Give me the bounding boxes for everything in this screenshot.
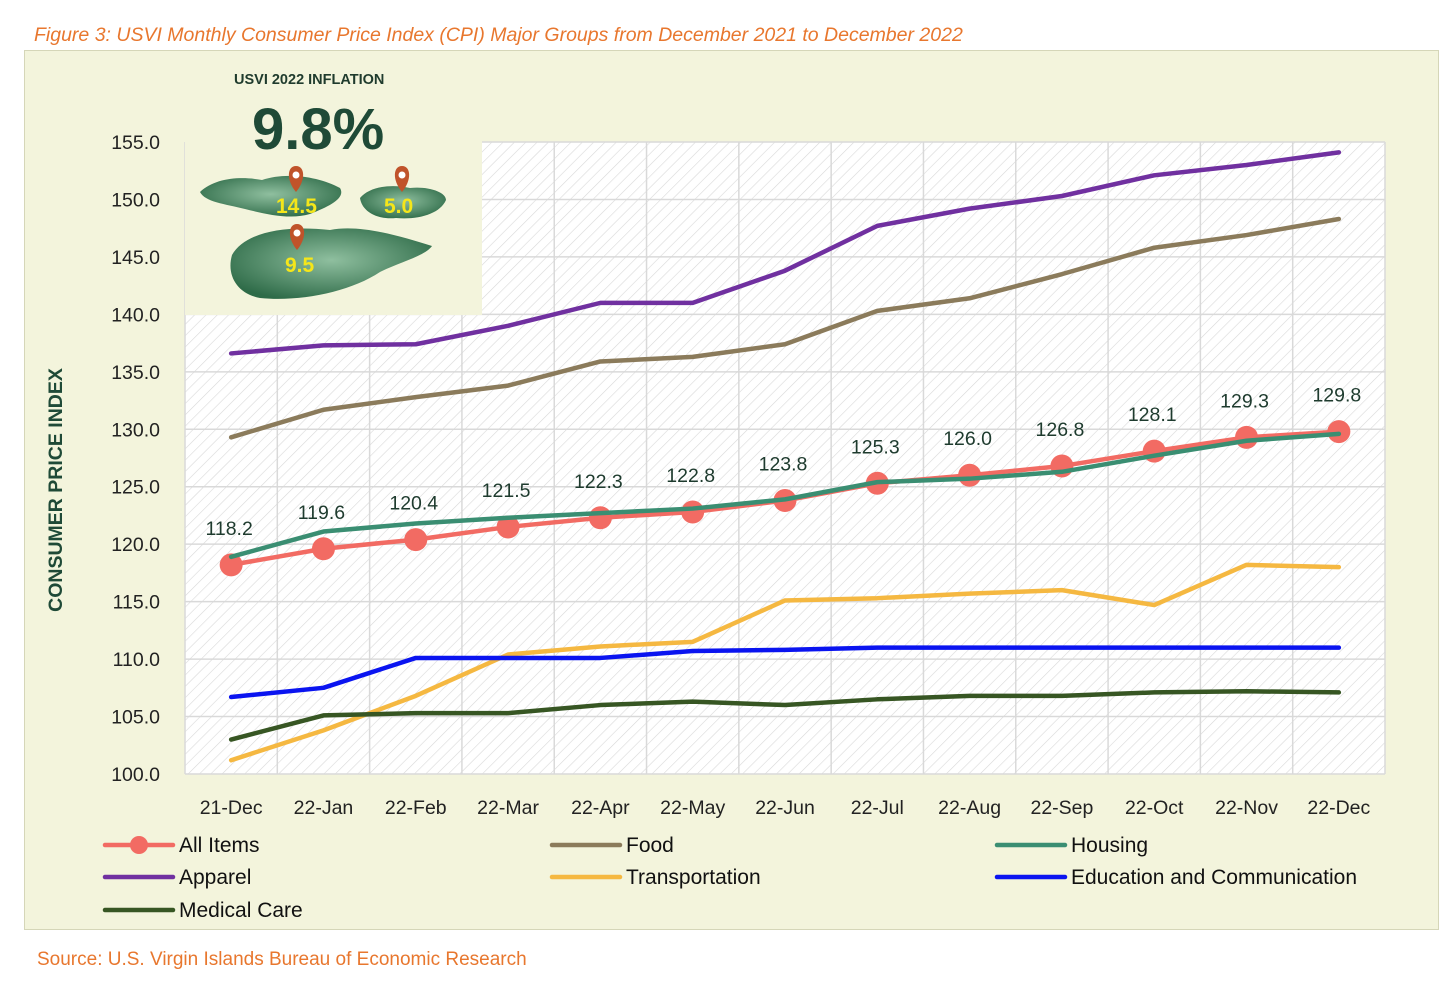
legend-label: Food [626,834,674,857]
x-tick-label: 22-Apr [571,797,630,819]
st-john-island-shape [360,186,446,219]
axes: 100.0 105.0 110.0 115.0 120.0 125.0 130.0 135.0… [45,132,1371,819]
series-lines [219,150,1351,763]
x-tick-label: 22-May [660,797,725,819]
legend-label: Apparel [179,866,251,889]
inset-label: USVI 2022 INFLATION [234,72,385,88]
series-line-housing [228,431,1342,560]
y-tick-label: 110.0 [113,649,161,671]
legend: All Items Food Housing Apparel Transportatio… [102,834,1357,922]
source-note: Source: U.S. Virgin Islands Bureau of Ec… [37,949,527,970]
legend-label: Housing [1071,834,1148,857]
all-items-point [588,506,612,530]
series-line-food [228,216,1342,440]
x-tick-label: 22-Feb [385,797,447,819]
st-john-inflation-value: 5.0 [384,195,413,218]
all-items-data-label: 128.1 [1128,404,1177,426]
x-tick-label: 22-Mar [477,797,539,819]
all-items-point [404,528,428,552]
y-tick-label: 135.0 [111,362,160,384]
st-croix-pin-icon-hole [293,229,301,237]
st-john-pin-icon-hole [398,171,406,179]
y-tick-label: 125.0 [111,477,160,499]
all-items-point [496,515,520,539]
st-thomas-pin-icon-hole [292,171,300,179]
series-line-apparel [228,150,1342,356]
st-thomas-island-shape [200,175,342,217]
all-items-data-label: 120.4 [389,493,438,515]
series-line-education-and-communication [228,645,1342,700]
all-items-data-label: 122.3 [574,471,623,493]
st-john-pin-icon [394,166,410,192]
all-items-data-label: 129.8 [1312,385,1361,407]
series-line-medical-care [228,689,1342,742]
all-items-data-label: 129.3 [1220,390,1269,412]
x-tick-label: 22-Jul [851,797,904,819]
all-items-point [1327,420,1351,444]
all-items-point [1235,425,1259,449]
y-tick-label: 155.0 [111,132,160,154]
y-tick-label: 120.0 [111,534,160,556]
x-tick-label: 21-Dec [200,797,263,819]
y-tick-label: 130.0 [111,419,160,441]
all-items-data-label: 122.8 [666,465,715,487]
all-items-data-label: 119.6 [298,502,345,524]
all-items-point [219,553,243,577]
y-tick-label: 115.0 [113,592,161,614]
x-tick-label: 22-Nov [1215,797,1278,819]
all-items-point [958,463,982,487]
all-items-data-label: 118.2 [205,518,252,540]
all-items-data-label: 121.5 [482,480,531,502]
st-croix-pin-icon [289,224,305,250]
y-axis-title: CONSUMER PRICE INDEX [45,368,67,612]
all-items-data-label: 126.8 [1036,419,1085,441]
all-items-data-label: 125.3 [851,436,900,458]
legend-label: Education and Communication [1071,866,1357,889]
st-thomas-inflation-value: 14.5 [276,195,317,218]
legend-label: Transportation [626,866,761,889]
x-tick-label: 22-Aug [938,797,1001,819]
legend-marker [130,836,148,854]
x-tick-label: 22-Dec [1307,797,1370,819]
legend-label: All Items [179,834,260,857]
all-items-data-label: 126.0 [943,428,992,450]
x-tick-label: 22-Sep [1030,797,1093,819]
y-tick-label: 150.0 [111,189,160,211]
all-items-point [681,500,705,524]
y-tick-label: 105.0 [111,707,160,729]
x-tick-label: 22-Jun [755,797,815,819]
data-labels: 118.2 119.6 120.4 121.5 122.3 122.8 123.8 125.3… [205,385,1361,540]
all-items-data-label: 123.8 [759,454,808,476]
inflation-headline: 9.8% [252,97,385,162]
st-thomas-pin-icon [288,166,304,192]
all-items-point [311,537,335,561]
inflation-inset: 14.5 5.0 9.5 [185,60,482,315]
st-croix-inflation-value: 9.5 [285,254,315,277]
legend-label: Medical Care [179,899,303,922]
y-tick-label: 100.0 [111,764,160,786]
y-tick-label: 145.0 [111,247,160,269]
x-tick-label: 22-Jan [294,797,354,819]
st-croix-island-shape [230,228,432,299]
x-tick-label: 22-Oct [1125,797,1184,819]
y-tick-label: 140.0 [111,304,160,326]
figure-title: Figure 3: USVI Monthly Consumer Price In… [34,24,963,46]
series-line-transportation [228,562,1342,763]
